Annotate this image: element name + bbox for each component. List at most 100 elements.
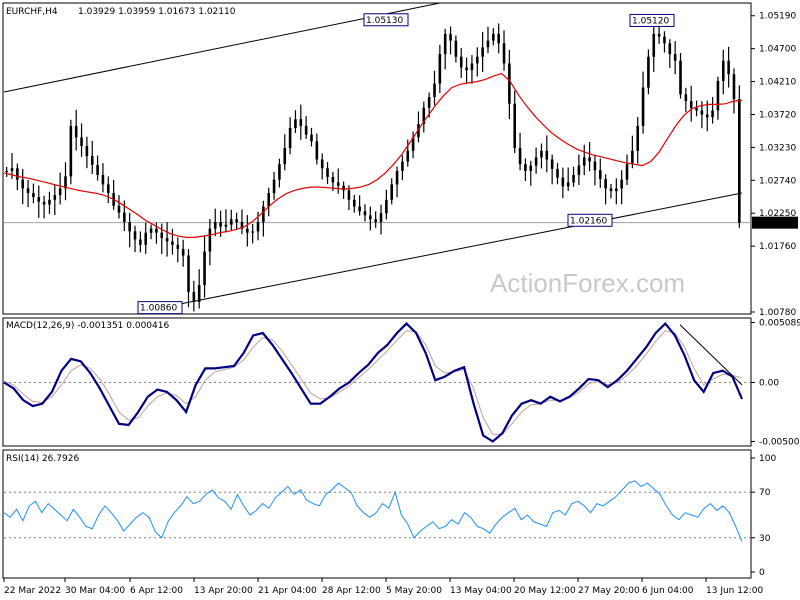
- candle-body: [181, 248, 185, 256]
- annotation-label: 1.05130: [366, 16, 403, 26]
- candle-body: [449, 33, 452, 41]
- candle-body: [395, 170, 399, 185]
- candle-body: [267, 193, 271, 207]
- candle-body: [32, 193, 35, 198]
- candle-body: [336, 182, 340, 186]
- candle-body: [224, 224, 228, 227]
- rsi-panel: RSI(14) 26.7926 100 70 30 0: [2, 449, 776, 579]
- time-axis: 22 Mar 2022 30 Mar 04:00 6 Apr 12:00 13 Apr…: [3, 578, 763, 596]
- candle-body: [187, 255, 190, 292]
- annotation-box: [137, 301, 183, 315]
- candle-body: [481, 47, 484, 57]
- rsi-tick-label: 30: [759, 534, 771, 544]
- candle-body: [497, 33, 500, 44]
- price-tick-label: 1.04210: [759, 78, 796, 88]
- candle-body: [213, 221, 217, 229]
- time-tick-label: 28 Apr 12:00: [322, 586, 381, 596]
- candle-body: [219, 221, 222, 227]
- candle-body: [727, 60, 730, 75]
- candle-body: [106, 184, 110, 194]
- candle-body: [53, 195, 57, 200]
- rsi-tick-label: 100: [759, 454, 776, 464]
- candle-body: [454, 40, 458, 57]
- candle-body: [433, 83, 436, 98]
- candle-body: [689, 101, 693, 108]
- price-panel-frame: [2, 2, 752, 315]
- candle-body: [128, 221, 131, 232]
- candle-series: [5, 18, 741, 312]
- candle-body: [256, 221, 260, 232]
- candle-body: [540, 150, 543, 158]
- time-tick-label: 22 Mar 2022: [4, 586, 61, 596]
- candle-body: [545, 150, 549, 160]
- price-header-symbol: EURCHF,H4: [6, 7, 58, 17]
- candle-body: [625, 164, 629, 180]
- candle-body: [668, 43, 672, 55]
- candle-body: [721, 60, 725, 81]
- candle-body: [738, 99, 741, 223]
- candle-body: [310, 134, 313, 142]
- candle-body: [16, 168, 19, 180]
- candle-body: [711, 110, 714, 118]
- candle-body: [320, 159, 324, 169]
- candle-body: [165, 238, 169, 242]
- annotation-box: [363, 13, 409, 27]
- macd-main-line: [3, 321, 744, 443]
- candle-body: [144, 232, 148, 245]
- candle-body: [615, 188, 618, 192]
- candle-body: [732, 74, 736, 100]
- candle-body: [90, 156, 94, 165]
- macd-tick-label: 0.00: [759, 379, 779, 389]
- candle-body: [123, 212, 126, 222]
- annotation-box: [567, 213, 613, 227]
- candle-body: [631, 150, 634, 165]
- candle-body: [37, 197, 41, 202]
- candle-body: [379, 213, 383, 222]
- candle-body: [524, 164, 527, 171]
- candle-body: [85, 146, 89, 157]
- candle-body: [160, 232, 164, 239]
- candle-body: [171, 241, 174, 245]
- watermark: ActionForex.com: [490, 268, 685, 298]
- price-tick-label: 1.00780: [759, 308, 796, 318]
- candle-body: [272, 179, 276, 194]
- candle-body: [673, 54, 677, 61]
- candle-body: [609, 188, 613, 192]
- candle-body: [155, 228, 158, 233]
- candle-body: [26, 188, 30, 194]
- candle-body: [561, 177, 565, 187]
- time-tick-label: 13 Apr 20:00: [194, 586, 253, 596]
- candle-body: [529, 165, 533, 171]
- candle-body: [288, 127, 292, 149]
- candle-body: [705, 114, 709, 118]
- candle-body: [74, 125, 78, 138]
- candle-body: [508, 63, 511, 104]
- candle-body: [331, 176, 335, 183]
- candle-body: [315, 141, 319, 160]
- macd-series: [3, 321, 751, 443]
- candle-body: [101, 174, 105, 185]
- candle-body: [176, 244, 180, 249]
- rsi-axis: 100 70 30 0: [751, 454, 776, 578]
- candle-body: [438, 54, 442, 84]
- candle-body: [80, 137, 83, 147]
- candle-body: [417, 123, 420, 138]
- price-tick-label: 1.05190: [759, 12, 796, 22]
- candle-body: [10, 168, 14, 171]
- candle-body: [299, 119, 303, 126]
- candle-body: [229, 219, 233, 225]
- macd-trendline: [679, 324, 743, 386]
- candle-body: [374, 219, 377, 222]
- candle-body: [534, 157, 538, 166]
- candle-body: [278, 164, 281, 180]
- candle-body: [652, 33, 656, 57]
- moving-average-series: [3, 72, 743, 238]
- candle-body: [422, 107, 426, 124]
- candle-body: [5, 170, 8, 172]
- candle-body: [133, 231, 137, 240]
- candle-body: [518, 148, 522, 165]
- macd-panel: MACD(12,26,9) -0.001351 0.000416 0.00508…: [2, 317, 800, 447]
- candle-body: [390, 184, 394, 200]
- candle-body: [684, 94, 688, 102]
- macd-header: MACD(12,26,9) -0.001351 0.000416: [6, 321, 169, 331]
